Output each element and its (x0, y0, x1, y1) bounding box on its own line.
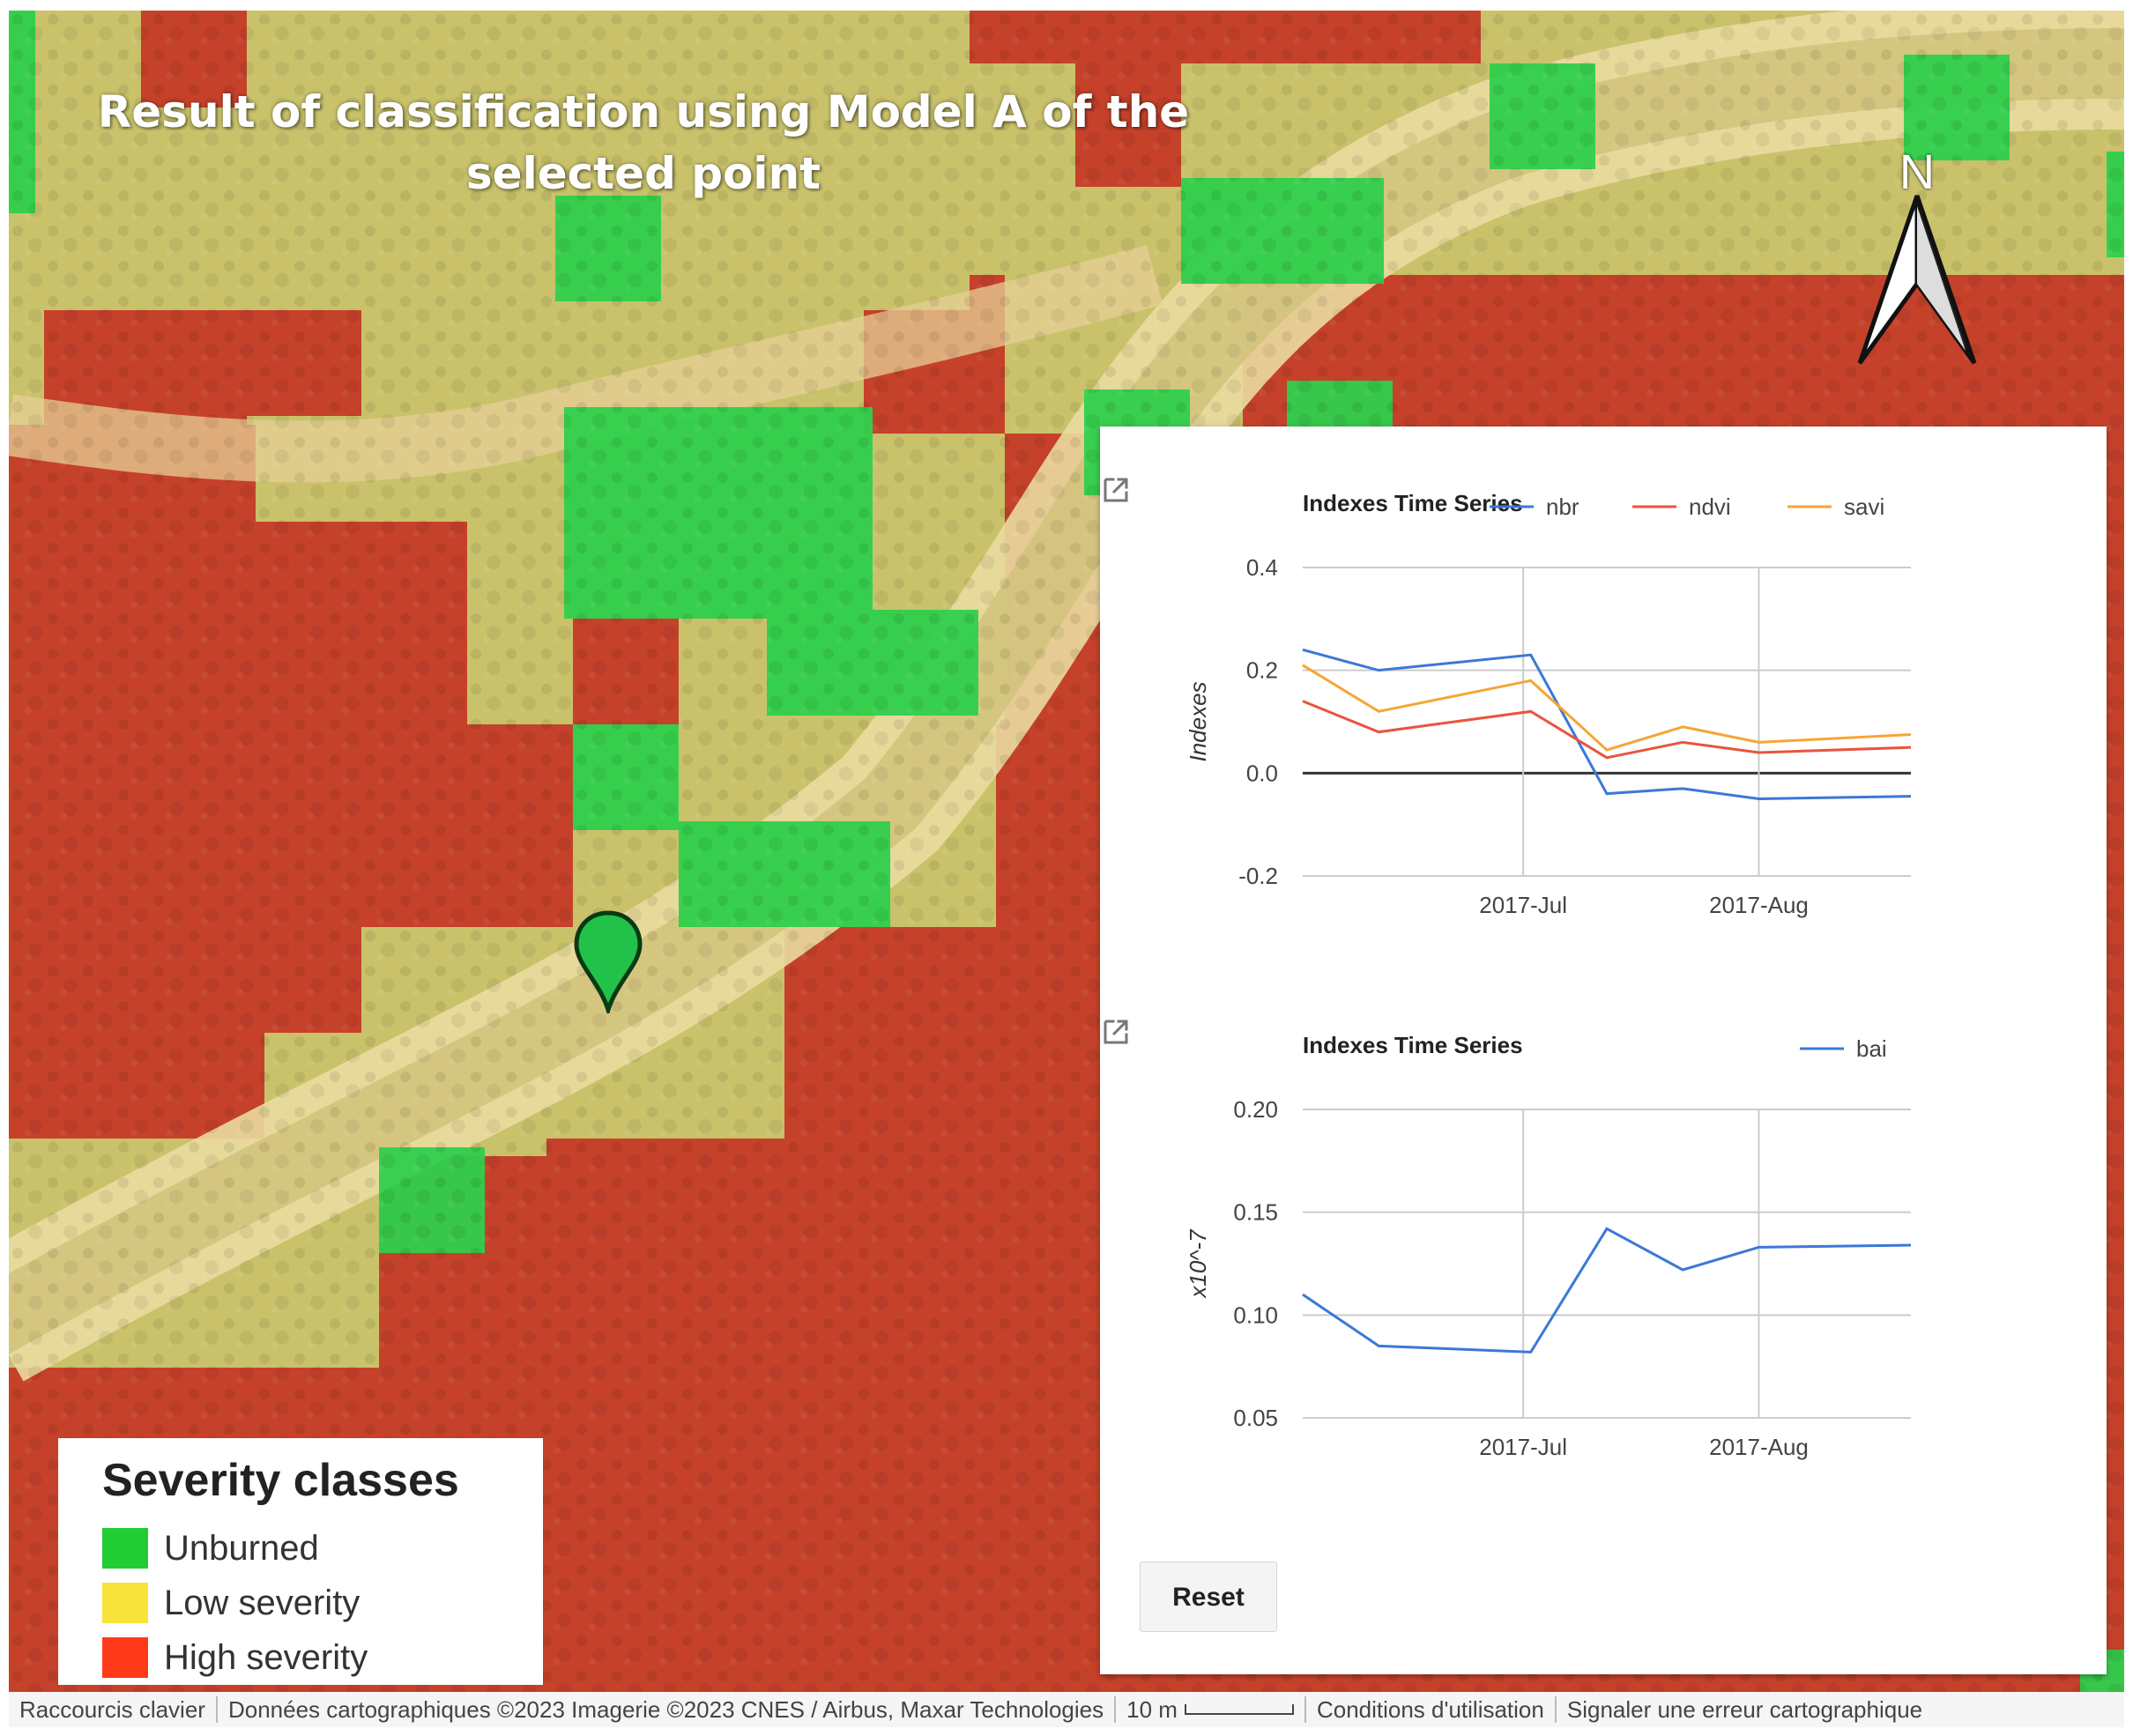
legend-title: Severity classes (102, 1455, 459, 1506)
x-tick-label: 2017-Aug (1709, 1434, 1809, 1460)
legend-label: Low severity (164, 1583, 360, 1622)
map-marker-icon[interactable] (573, 909, 643, 1013)
reset-button[interactable]: Reset (1140, 1562, 1277, 1632)
severity-legend: Severity classes Unburned Low severity H… (58, 1438, 543, 1685)
open-in-new-icon[interactable] (1100, 474, 1132, 506)
legend-label-nbr: nbr (1546, 493, 1579, 520)
satellite-map[interactable]: Result of classification using Model A o… (9, 11, 2124, 1692)
report-error-link[interactable]: Signaler une erreur cartographique (1566, 1696, 1923, 1723)
legend-swatch-unburned (102, 1528, 148, 1569)
y-tick-label: 0.2 (1246, 657, 1278, 684)
y-tick-label: -0.2 (1238, 863, 1278, 889)
legend-item-high-severity: High severity (102, 1630, 543, 1685)
y-tick-label: 0.0 (1246, 760, 1278, 786)
scale-bar[interactable]: 10 m (1116, 1696, 1306, 1723)
bai-chart-plot: 0.20 0.15 0.10 0.05 2017-Jul 2017-Aug x10^-7 ba… (1185, 1035, 1912, 1460)
chart-panel: Indexes Time Series 0.4 0.2 0.0 -0.2 2017-Ju… (1100, 427, 2107, 1674)
y-axis-label: Indexes (1185, 681, 1211, 761)
bai-chart: Indexes Time Series 0.20 0.15 0.10 0.05 2017… (1100, 968, 2107, 1515)
x-tick-label: 2017-Jul (1479, 1434, 1567, 1460)
legend-swatch-low-severity (102, 1583, 148, 1623)
indexes-chart: Indexes Time Series 0.4 0.2 0.0 -0.2 2017-Ju… (1100, 427, 2107, 973)
indexes-chart-plot: 0.4 0.2 0.0 -0.2 2017-Jul 2017-Aug Indexes savi… (1185, 493, 1912, 918)
map-data-attribution: Données cartographiques ©2023 Imagerie ©… (218, 1696, 1117, 1723)
scale-label: 10 m (1126, 1696, 1178, 1723)
map-title-line-2: selected point (465, 148, 821, 199)
legend-label-savi: savi (1844, 493, 1884, 520)
north-arrow-icon (1857, 195, 1977, 365)
map-title-line-1: Result of classification using Model A o… (97, 86, 1190, 137)
legend-label: High severity (164, 1637, 368, 1677)
chart-title: Indexes Time Series (1303, 490, 1523, 516)
y-tick-label: 0.10 (1233, 1302, 1278, 1328)
keyboard-shortcuts-link[interactable]: Raccourcis clavier (9, 1696, 218, 1723)
x-tick-label: 2017-Jul (1479, 892, 1567, 918)
series-line-nbr (1302, 648, 1912, 801)
open-in-new-icon[interactable] (1100, 1016, 1132, 1048)
x-tick-label: 2017-Aug (1709, 892, 1809, 918)
series-line-ndvi (1302, 700, 1912, 760)
y-tick-label: 0.05 (1233, 1405, 1278, 1431)
chart-title: Indexes Time Series (1303, 1032, 1523, 1058)
legend-label-bai: bai (1856, 1035, 1887, 1062)
legend-label: Unburned (164, 1528, 319, 1568)
legend-item-unburned: Unburned (102, 1521, 543, 1576)
y-tick-label: 0.15 (1233, 1199, 1278, 1226)
map-footer: Raccourcis clavier Données cartographiqu… (9, 1692, 2124, 1727)
north-arrow: N (1842, 143, 1992, 372)
terms-link[interactable]: Conditions d'utilisation (1306, 1696, 1557, 1723)
map-title: Result of classification using Model A o… (44, 81, 1243, 204)
legend-item-low-severity: Low severity (102, 1576, 543, 1630)
series-line-savi (1302, 664, 1912, 752)
legend-swatch-high-severity (102, 1637, 148, 1678)
legend-label-ndvi: ndvi (1689, 493, 1731, 520)
scale-bar-graphic (1184, 1704, 1294, 1715)
north-label: N (1899, 144, 1936, 199)
y-tick-label: 0.20 (1233, 1096, 1278, 1123)
y-tick-label: 0.4 (1246, 554, 1278, 581)
y-axis-label: x10^-7 (1185, 1228, 1211, 1300)
series-line-bai (1302, 1227, 1912, 1354)
